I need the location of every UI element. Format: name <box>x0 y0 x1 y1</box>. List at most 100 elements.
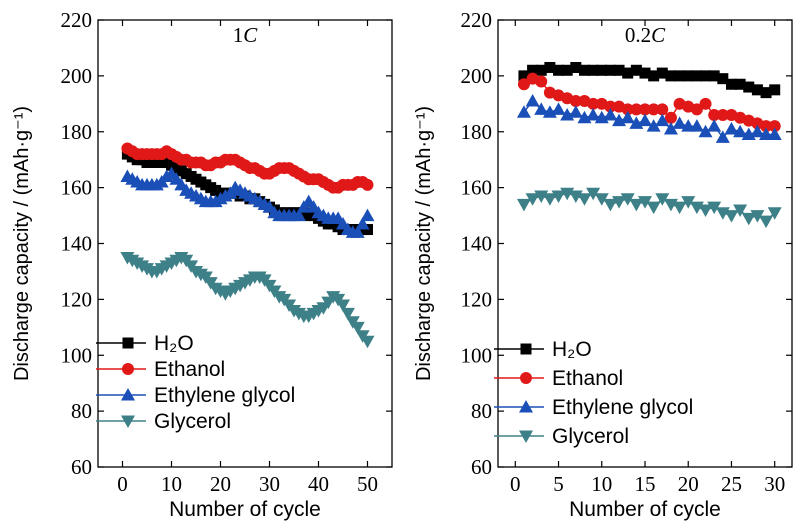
panel-1-point-glycerol <box>350 321 365 335</box>
panel-2-point-h2o <box>760 87 772 99</box>
panel-1-legend-label-glycerol: Glycerol <box>154 410 231 433</box>
panel-2-point-ethylene-glycol <box>586 107 601 121</box>
panel-1-legend: H₂O Ethanol Ethylene glycol Glycerol <box>96 332 295 433</box>
panel-2-point-glycerol <box>525 193 540 206</box>
panel-2-point-glycerol <box>767 207 782 220</box>
panel-2-point-ethylene-glycol <box>672 116 687 129</box>
panel-2-point-ethanol <box>708 108 721 121</box>
panel-2-legend-label-ethanol: Ethanol <box>552 367 623 390</box>
panel-2-point-h2o <box>578 64 590 76</box>
panel-1-y-tick-label: 200 <box>61 64 93 88</box>
panel-1-series-ethylene-glycol <box>120 166 375 238</box>
panel-2-x-tick-label: 5 <box>553 472 564 496</box>
panel-2-y-axis-label: Discharge capacity / (mAh·g⁻¹) <box>413 106 435 381</box>
panel-1-point-ethylene-glycol <box>355 216 370 230</box>
panel-1-legend-label-ethylene-glycol: Ethylene glycol <box>154 384 295 407</box>
panel-2-point-h2o <box>648 70 660 82</box>
panel-2-point-glycerol <box>733 204 748 217</box>
panel-1-point-ethanol <box>361 178 374 191</box>
panel-2-point-glycerol <box>542 193 557 206</box>
panel-2-point-glycerol <box>516 198 531 212</box>
panel-2-point-ethylene-glycol <box>603 107 618 121</box>
panel-2-point-h2o <box>527 64 539 76</box>
panel-1-rate-label: 1C <box>233 23 259 47</box>
panel-2-point-glycerol <box>707 201 722 215</box>
panel-2-point-ethanol <box>656 103 669 116</box>
panel-2-point-h2o <box>674 70 686 82</box>
panel-2-x-axis-label: Number of cycle <box>569 498 721 521</box>
panel-2-y-tick-label: 160 <box>461 176 493 200</box>
panel-1-legend-marker-ethylene-glycol <box>121 388 135 401</box>
panel-2-x-tick-label: 10 <box>591 472 612 496</box>
panel-2-point-ethanol <box>760 120 773 133</box>
panel-2-point-ethanol <box>535 75 548 88</box>
panel-2-point-ethanol <box>639 103 651 116</box>
panel-1-x-tick-label: 40 <box>308 472 329 496</box>
panel-2-point-h2o <box>570 61 582 73</box>
panel-1-y-tick-label: 140 <box>61 232 93 256</box>
panel-2: 60 80 100 120 140 160 180 200 220 0 5 10 15 20 25 30 Num… <box>413 8 793 521</box>
panel-1-legend-marker-ethanol <box>122 363 134 375</box>
panel-2-point-ethanol <box>604 100 617 113</box>
panel-1-point-glycerol <box>360 335 375 349</box>
panel-1-x-tick-label: 30 <box>259 472 280 496</box>
panel-2-x-tick-label: 25 <box>721 472 742 496</box>
panel-2-point-ethylene-glycol <box>715 130 730 143</box>
panel-2-point-ethylene-glycol <box>568 105 583 118</box>
panel-1-y-tick-label: 80 <box>71 399 92 423</box>
panel-2-point-h2o <box>743 81 755 93</box>
panel-2-point-glycerol <box>577 193 592 206</box>
panel-2-point-glycerol <box>629 198 644 212</box>
panel-2-point-ethylene-glycol <box>663 121 678 135</box>
panel-2-point-glycerol <box>698 204 713 217</box>
panel-1-y-tick-label: 160 <box>61 176 93 200</box>
panel-1-y-tick-label: 60 <box>71 455 92 479</box>
panel-2-point-h2o <box>604 64 616 76</box>
panel-2-point-ethylene-glycol <box>698 124 713 138</box>
panel-2-point-glycerol <box>759 215 774 229</box>
panel-2-point-h2o <box>613 64 625 76</box>
panel-2-point-h2o <box>708 70 720 82</box>
panel-1: 60 80 100 120 140 160 180 200 220 0 10 20 30 40 50 Numb… <box>11 8 393 521</box>
panel-2-point-ethanol <box>716 108 729 121</box>
panel-2-point-h2o <box>734 78 746 90</box>
panel-1-point-h2o <box>362 224 373 236</box>
panel-2-point-glycerol <box>741 212 756 226</box>
panel-2-point-h2o <box>691 70 703 82</box>
panel-2-point-h2o <box>725 78 737 90</box>
panel-2-series-ethylene-glycol <box>516 94 782 143</box>
panel-2-point-glycerol <box>672 201 687 215</box>
panel-2-point-h2o <box>769 84 781 96</box>
panel-2-point-h2o <box>665 70 677 82</box>
panel-2-point-h2o <box>535 64 547 76</box>
panel-2-point-glycerol <box>603 198 618 212</box>
panel-1-legend-marker-h2o <box>122 337 134 349</box>
panel-2-point-glycerol <box>646 201 661 215</box>
panel-2-series-glycerol <box>516 187 782 229</box>
panel-2-legend: H₂O Ethanol Ethylene glycol Glycerol <box>494 338 693 448</box>
panel-2-x-tick-label: 0 <box>510 472 521 496</box>
panel-2-point-ethanol <box>517 78 530 91</box>
panel-2-point-ethylene-glycol <box>620 110 635 124</box>
panel-1-point-glycerol <box>336 299 350 312</box>
panel-1-y-axis-label: Discharge capacity / (mAh·g⁻¹) <box>11 106 33 381</box>
panel-2-point-ethylene-glycol <box>733 124 748 138</box>
panel-2-point-h2o <box>700 70 712 82</box>
panel-2-point-ethylene-glycol <box>655 113 670 127</box>
panel-2-point-h2o <box>622 67 634 79</box>
panel-2-point-ethylene-glycol <box>707 119 722 132</box>
panel-2-y-tick-label: 220 <box>461 8 493 32</box>
panel-1-x-axis-label: Number of cycle <box>169 498 321 521</box>
panel-1-x-tick-label: 10 <box>161 472 182 496</box>
panel-2-point-h2o <box>553 64 565 76</box>
panel-2-x-tick-label: 20 <box>678 472 699 496</box>
panel-2-y-tick-label: 100 <box>461 343 493 367</box>
panel-1-y-tick-label: 220 <box>61 8 93 32</box>
panel-1-legend-label-ethanol: Ethanol <box>154 358 225 381</box>
panel-2-point-h2o <box>682 70 694 82</box>
panel-2-point-glycerol <box>594 193 609 206</box>
panel-2-point-ethylene-glycol <box>638 113 652 127</box>
panel-1-x-tick-label: 50 <box>357 472 378 496</box>
panel-2-legend-label-h2o: H₂O <box>552 338 592 361</box>
